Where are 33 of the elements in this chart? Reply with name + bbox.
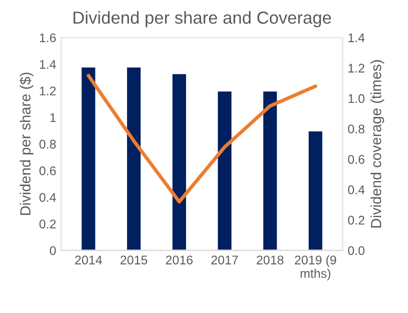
y2-tick-label: 0.8 [348,124,364,134]
y2-tick-label: 1.2 [348,64,364,72]
y-tick-label: 0.2 [39,220,56,228]
bar [307,130,324,250]
chart-title: Dividend per share and Coverage [74,11,332,28]
y-tick-label: 1.6 [40,33,56,42]
y2-tick-label: 1.4 [348,33,365,42]
bar [126,66,142,250]
y2-tick-label: 0.4 [348,185,365,194]
y-tick-label: 0.6 [39,166,56,176]
y2-tick-label: 1.0 [348,94,364,104]
y-tick-label: 0 [50,246,56,256]
y2-tick-label: 0.2 [348,216,364,225]
y-tick-label: 1 [50,113,56,122]
y-tick-label: 1.2 [40,86,56,96]
line-series [86,74,318,204]
bar [216,90,233,250]
y-axis-title: Dividend per share ($) [20,72,34,215]
bar [262,90,278,250]
y2-tick-label: 0.6 [348,154,364,164]
y2-axis-title: Dividend coverage (times) [370,60,384,228]
x-tick-label: 2016 [166,256,193,264]
y-tick-label: 0.8 [39,140,56,149]
y-tick-label: 0.4 [39,192,56,202]
bar [171,72,188,250]
bar [80,66,97,250]
x-tick-label: 2019 (9 mths) [294,255,336,280]
x-tick-label: 2017 [211,256,238,264]
y-tick-label: 1.4 [40,60,56,69]
x-tick-label: 2018 [256,256,284,264]
x-tick-label: 2014 [75,256,102,264]
y2-tick-label: 0.0 [348,246,364,256]
x-tick-label: 2015 [120,256,148,264]
